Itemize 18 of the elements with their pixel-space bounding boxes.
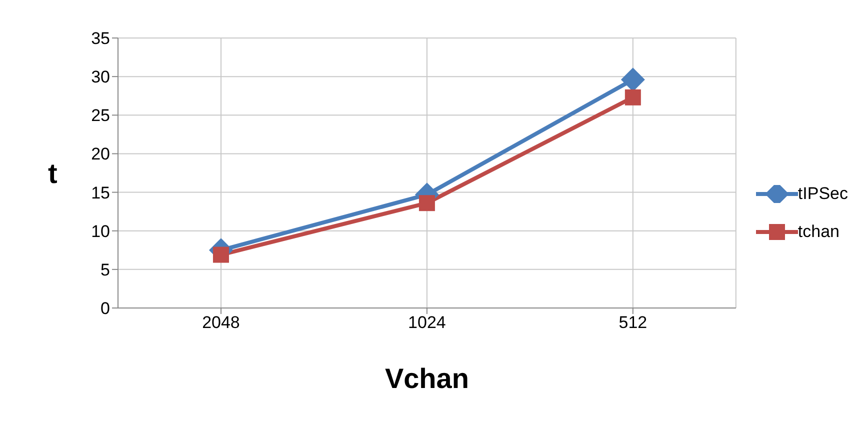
point (212, 246, 229, 263)
point (624, 89, 641, 106)
y-tick-label: 30 (91, 68, 110, 87)
y-tick-label: 20 (91, 144, 110, 164)
point (418, 195, 435, 212)
y-tick-label: 10 (91, 222, 110, 241)
legend-label: tchan (798, 222, 840, 242)
x-axis-title: Vchan (384, 363, 469, 394)
x-tick-label: 1024 (408, 313, 446, 332)
x-tick-label: 512 (618, 313, 648, 332)
y-axis-title: t (48, 158, 58, 189)
y-tick-label: 25 (91, 106, 110, 126)
x-tick-label: 2048 (202, 313, 240, 332)
legend-label: tIPSec (798, 184, 848, 204)
y-tick-label: 5 (100, 260, 110, 280)
y-tick-label: 35 (91, 29, 110, 48)
y-tick-label: 15 (91, 183, 110, 202)
y-tick-label: 0 (100, 299, 110, 318)
